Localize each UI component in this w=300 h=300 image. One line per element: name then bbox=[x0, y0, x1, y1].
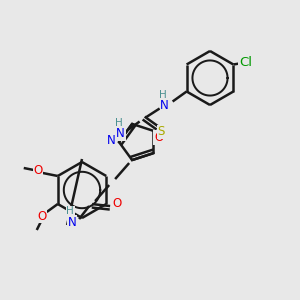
Text: N: N bbox=[106, 134, 116, 148]
Text: H: H bbox=[115, 118, 122, 128]
Text: O: O bbox=[112, 196, 122, 210]
Text: N: N bbox=[68, 216, 76, 229]
Text: S: S bbox=[158, 125, 165, 138]
Text: O: O bbox=[154, 131, 163, 144]
Text: N: N bbox=[160, 99, 169, 112]
Text: O: O bbox=[37, 209, 46, 223]
Text: H: H bbox=[159, 89, 167, 100]
Text: N: N bbox=[116, 127, 125, 140]
Text: Cl: Cl bbox=[239, 56, 252, 69]
Text: O: O bbox=[33, 164, 42, 178]
Text: H: H bbox=[66, 206, 74, 216]
